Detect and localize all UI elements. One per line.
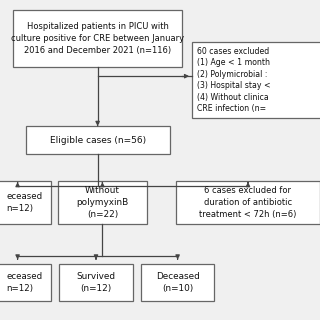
FancyBboxPatch shape [59, 264, 133, 301]
Text: Hospitalized patients in PICU with
culture positive for CRE between January
2016: Hospitalized patients in PICU with cultu… [11, 22, 184, 55]
FancyBboxPatch shape [13, 10, 182, 67]
FancyBboxPatch shape [58, 181, 147, 224]
FancyBboxPatch shape [141, 264, 214, 301]
Text: 60 cases excluded
(1) Age < 1 month
(2) Polymicrobial :
(3) Hospital stay <
(4) : 60 cases excluded (1) Age < 1 month (2) … [197, 47, 270, 113]
FancyBboxPatch shape [26, 126, 170, 154]
Text: Deceased
(n=10): Deceased (n=10) [156, 272, 199, 293]
FancyBboxPatch shape [176, 181, 320, 224]
Text: Eligible cases (n=56): Eligible cases (n=56) [50, 135, 146, 145]
Text: eceased
n=12): eceased n=12) [6, 192, 43, 213]
FancyBboxPatch shape [0, 264, 51, 301]
Text: 6 cases excluded for
duration of antibiotic
treatment < 72h (n=6): 6 cases excluded for duration of antibio… [199, 186, 297, 219]
Text: Survived
(n=12): Survived (n=12) [76, 272, 116, 293]
Text: Without
polymyxinB
(n=22): Without polymyxinB (n=22) [76, 186, 129, 219]
Text: eceased
n=12): eceased n=12) [6, 272, 43, 293]
FancyBboxPatch shape [0, 181, 51, 224]
FancyBboxPatch shape [192, 42, 320, 118]
